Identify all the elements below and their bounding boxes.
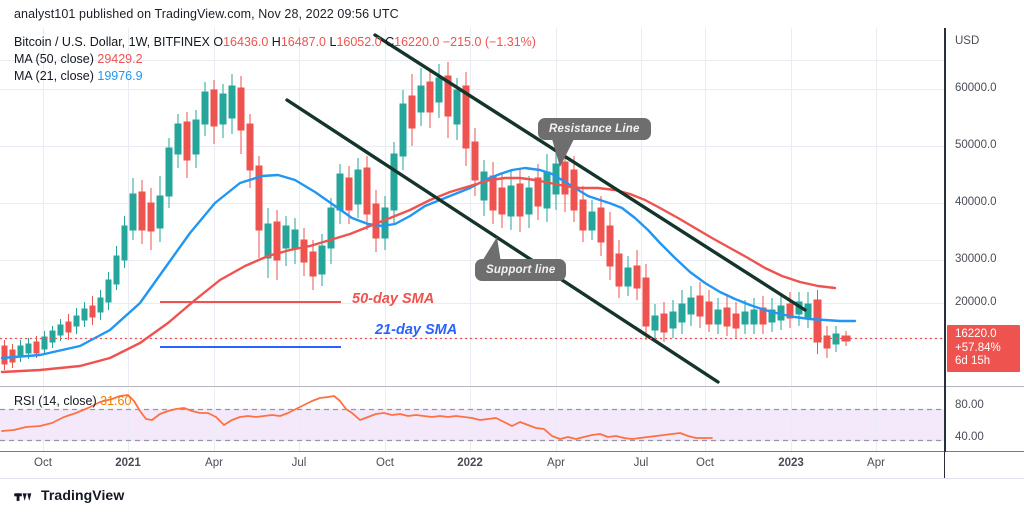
tradingview-brand-label: TradingView <box>41 487 125 503</box>
legend-low-value: 16052.0 <box>336 35 382 49</box>
legend-ma21-row: MA (21, close) 19976.9 <box>14 68 536 85</box>
tradingview-mark-icon <box>14 492 32 501</box>
price-axis-bottom-border <box>946 451 1024 452</box>
tradingview-logo[interactable]: TradingView <box>14 487 124 503</box>
time-tick-2: Apr <box>205 457 223 469</box>
time-tick-9: 2023 <box>778 457 804 469</box>
sma-50-key-line <box>160 301 341 303</box>
time-tick-0: Oct <box>34 457 52 469</box>
price-chart-svg <box>0 28 944 386</box>
legend-ma50-value: 29429.2 <box>97 52 143 66</box>
rsi-axis-tick-80: 80.00 <box>955 399 984 411</box>
callout-tail-support <box>481 237 501 263</box>
legend-close-value: 16220.0 <box>394 35 440 49</box>
resistance-trendline <box>373 33 807 312</box>
rsi-vertical-gridlines <box>43 389 877 452</box>
legend-ma50-row: MA (50, close) 29429.2 <box>14 51 536 68</box>
publisher-line: analyst101 published on TradingView.com,… <box>14 7 399 21</box>
legend-ma21-label: MA (21, close) <box>14 69 94 83</box>
rsi-legend-label: RSI (14, close) <box>14 394 97 408</box>
time-tick-7: Jul <box>633 457 649 469</box>
time-tick-1: 2021 <box>115 457 141 469</box>
support-trendline <box>285 98 720 384</box>
support-line-callout[interactable]: Support line <box>475 237 567 281</box>
time-tick-10: Apr <box>867 457 885 469</box>
legend-symbol: Bitcoin / U.S. Dollar, 1W, BITFINEX <box>14 35 210 49</box>
resistance-line-callout-label: Resistance Line <box>549 123 640 135</box>
sma-21-key-line <box>160 346 341 348</box>
time-tick-8: Oct <box>696 457 714 469</box>
chart-legend: Bitcoin / U.S. Dollar, 1W, BITFINEX O164… <box>14 34 536 85</box>
legend-ma50-label: MA (50, close) <box>14 52 94 66</box>
time-tick-4: Oct <box>376 457 394 469</box>
legend-change: −215.0 (−1.31%) <box>442 35 536 49</box>
last-price-tag[interactable]: 16220.0 +57.84% 6d 15h <box>947 325 1020 372</box>
price-axis-tick-20000: 20000.0 <box>955 296 997 308</box>
last-price-value: 16220.0 <box>955 328 997 340</box>
rsi-line <box>1 394 713 440</box>
time-tick-3: Jul <box>291 457 307 469</box>
price-axis-tick-40000: 40000.0 <box>955 196 997 208</box>
sma-21-key-label: 21-day SMA <box>375 322 458 338</box>
chart-frame: Bitcoin / U.S. Dollar, 1W, BITFINEX O164… <box>0 28 1024 452</box>
legend-symbol-row: Bitcoin / U.S. Dollar, 1W, BITFINEX O164… <box>14 34 536 51</box>
time-tick-6: Apr <box>547 457 565 469</box>
price-pane[interactable]: Bitcoin / U.S. Dollar, 1W, BITFINEX O164… <box>0 28 944 386</box>
price-axis-separator <box>946 386 1024 387</box>
resistance-line-callout[interactable]: Resistance Line <box>538 118 651 167</box>
rsi-pane[interactable]: RSI (14, close) 31.60 <box>0 389 944 452</box>
last-price-percent: +57.84% <box>955 341 1001 354</box>
legend-close-label: C <box>385 35 395 49</box>
last-price-countdown: 6d 15h <box>955 355 991 367</box>
legend-open-label: O <box>213 35 224 49</box>
pane-bottom-border <box>0 451 944 452</box>
trendlines <box>285 33 807 384</box>
pane-separator[interactable] <box>0 386 944 387</box>
rsi-axis-tick-40: 40.00 <box>955 431 984 443</box>
callout-tail-resistance <box>552 139 574 167</box>
support-line-callout-label: Support line <box>486 264 556 276</box>
legend-open-value: 16436.0 <box>223 35 269 49</box>
legend-high-label: H <box>271 35 281 49</box>
legend-high-value: 16487.0 <box>280 35 326 49</box>
rsi-legend-value: 31.60 <box>100 394 132 408</box>
price-axis-tick-50000: 50000.0 <box>955 139 997 151</box>
ma-50-line <box>0 176 837 374</box>
rsi-legend: RSI (14, close) 31.60 <box>14 394 131 408</box>
price-axis-currency: USD <box>955 35 980 47</box>
rsi-chart-svg <box>0 389 944 452</box>
sma-50-key-label: 50-day SMA <box>352 291 435 307</box>
time-axis-divider <box>944 28 945 478</box>
legend-ma21-value: 19976.9 <box>97 69 143 83</box>
time-axis[interactable]: Oct 2021 Apr Jul Oct 2022 Apr Jul Oct 20… <box>0 28 1024 479</box>
ma-21-line <box>0 166 857 360</box>
price-axis[interactable]: USD 60000.0 50000.0 40000.0 30000.0 2000… <box>945 28 1024 452</box>
legend-low-label: L <box>329 35 337 49</box>
time-tick-5: 2022 <box>457 457 483 469</box>
price-axis-tick-30000: 30000.0 <box>955 253 997 265</box>
rsi-band-fill <box>0 409 944 441</box>
price-axis-tick-60000: 60000.0 <box>955 82 997 94</box>
